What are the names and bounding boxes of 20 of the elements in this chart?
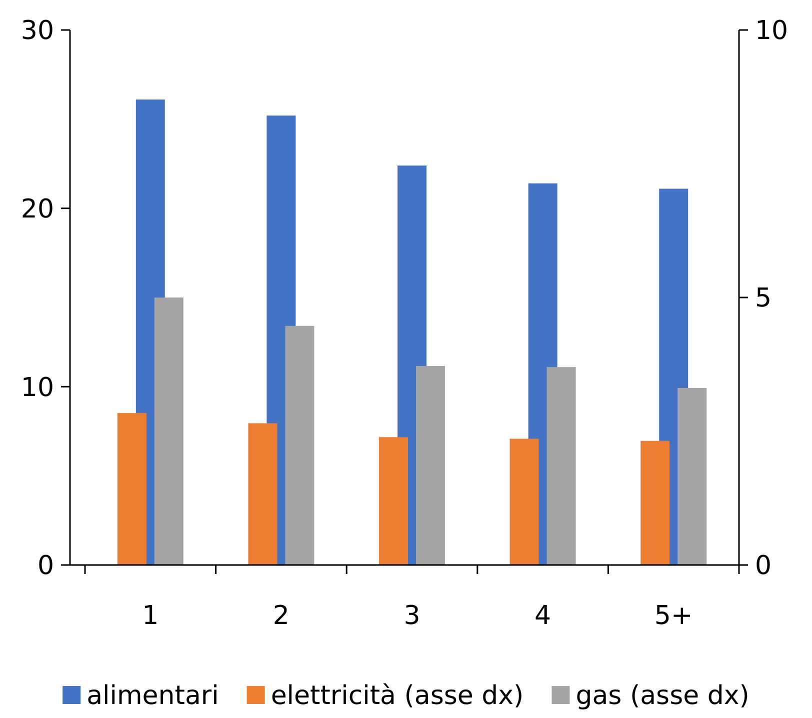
y-tick-label: 10 — [20, 372, 54, 403]
bar — [248, 423, 278, 565]
legend-label: gas (asse dx) — [576, 681, 750, 712]
bar — [117, 413, 146, 565]
y2-tick-label: 0 — [755, 551, 772, 582]
x-tick-label: 3 — [404, 601, 420, 631]
y-tick-label: 30 — [20, 16, 54, 46]
y2-tick-label: 5 — [755, 284, 772, 314]
x-tick-label: 2 — [272, 601, 290, 631]
y-tick-label: 20 — [20, 194, 54, 224]
x-tick-label: 5+ — [654, 601, 693, 631]
y2-tick-label: 10 — [755, 16, 788, 46]
legend-label: elettricità (asse dx) — [270, 681, 524, 712]
y-tick-label: 0 — [37, 551, 54, 582]
bar — [379, 437, 408, 565]
bar — [510, 438, 539, 565]
legend-label: alimentari — [86, 681, 219, 712]
x-tick-label: 1 — [142, 601, 159, 631]
bar — [640, 440, 670, 565]
x-tick-label: 4 — [534, 601, 552, 631]
